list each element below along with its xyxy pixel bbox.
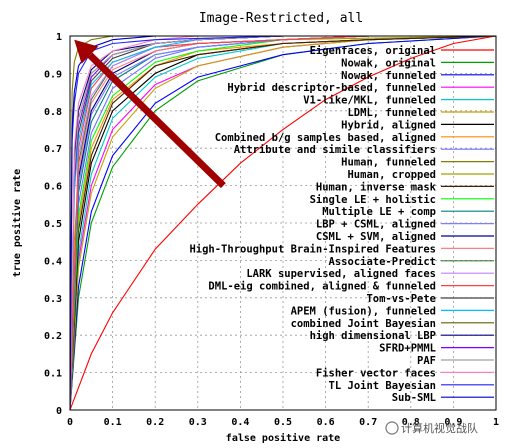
series-line bbox=[70, 36, 496, 410]
legend-label: TL Joint Bayesian bbox=[329, 380, 436, 392]
legend-label: Tom-vs-Pete bbox=[366, 293, 436, 305]
legend-label: Nowak, original bbox=[341, 57, 436, 69]
legend-label: Hybrid, aligned bbox=[341, 119, 436, 131]
legend-label: Combined b/g samples based, aligned bbox=[215, 132, 436, 144]
legend-label: LBP + CSML, aligned bbox=[316, 219, 436, 231]
y-tick-label: 0.8 bbox=[44, 107, 62, 118]
y-tick-label: 0.6 bbox=[44, 182, 62, 193]
y-tick-label: 0.3 bbox=[44, 294, 62, 305]
chart-title: Image-Restricted, all bbox=[199, 11, 363, 26]
series-line bbox=[70, 36, 496, 410]
y-tick-label: 0.2 bbox=[44, 331, 62, 342]
plot-frame bbox=[69, 35, 497, 411]
legend-label: Attribute and simile classifiers bbox=[234, 144, 436, 156]
x-tick-label: 0.6 bbox=[317, 417, 335, 428]
x-tick-label: 0.4 bbox=[231, 417, 249, 428]
legend-label: Associate-Predict bbox=[329, 256, 436, 268]
annotation-arrow-shaft bbox=[87, 52, 226, 189]
legend-label: LDML, funneled bbox=[347, 107, 436, 119]
y-tick-label: 0.1 bbox=[44, 369, 62, 380]
legend-label: Eigenfaces, original bbox=[310, 45, 436, 57]
legend-label: CSML + SVM, aligned bbox=[316, 231, 436, 243]
annotation-layer bbox=[74, 39, 226, 189]
legend-label: Hybrid descriptor-based, funneled bbox=[227, 82, 436, 94]
y-tick-label: 0.7 bbox=[44, 144, 62, 155]
legend-label: Human, inverse mask bbox=[316, 181, 437, 193]
annotation-arrow-head bbox=[74, 39, 99, 64]
x-tick-label: 0.9 bbox=[444, 417, 462, 428]
legend-label: DML-eig combined, aligned & funneled bbox=[208, 281, 436, 293]
legend-label: LARK supervised, aligned faces bbox=[246, 268, 436, 280]
x-tick-labels: 0 0.1 0.2 0.3 0.4 0.5 0.6 0.7 0.8 0.9 1 bbox=[67, 417, 499, 428]
legend-label: Nowak, funneled bbox=[341, 70, 436, 82]
legend-label: Multiple LE + comp bbox=[322, 206, 436, 218]
legend-label: Human, funneled bbox=[341, 157, 436, 169]
watermark: 计算机视觉战队 bbox=[385, 421, 478, 435]
y-tick-label: 0 bbox=[56, 406, 62, 417]
legend-label: combined Joint Bayesian bbox=[291, 318, 436, 330]
legend-label: Sub-SML bbox=[392, 392, 436, 404]
x-tick-label: 0.7 bbox=[359, 417, 377, 428]
series-line bbox=[70, 36, 496, 410]
x-tick-label: 0.8 bbox=[402, 417, 420, 428]
x-axis-label: false positive rate bbox=[226, 432, 340, 444]
y-tick-label: 0.5 bbox=[44, 219, 62, 230]
legend-label: High-Throughput Brain-Inspired Features bbox=[189, 243, 436, 255]
x-tick-label: 1 bbox=[493, 417, 499, 428]
legend-label: Single LE + holistic bbox=[310, 194, 436, 206]
y-axis-label: true positive rate bbox=[11, 169, 23, 277]
legend-label: Fisher vector faces bbox=[316, 367, 436, 379]
legend-label: V1-like/MKL, funneled bbox=[303, 95, 436, 107]
x-tick-label: 0 bbox=[67, 417, 73, 428]
y-tick-label: 0.4 bbox=[44, 256, 62, 267]
series-line bbox=[70, 36, 496, 410]
legend-label: PAF bbox=[417, 355, 436, 367]
legend-label: SFRD+PMML bbox=[379, 343, 436, 355]
wechat-logo-icon bbox=[385, 421, 399, 435]
y-tick-label: 1 bbox=[56, 32, 62, 43]
watermark-text: 计算机视觉战队 bbox=[401, 421, 478, 435]
x-tick-label: 0.3 bbox=[189, 417, 207, 428]
series-line bbox=[70, 36, 496, 410]
x-tick-label: 0.2 bbox=[146, 417, 164, 428]
y-tick-labels: 0 0.1 0.2 0.3 0.4 0.5 0.6 0.7 0.8 0.9 1 bbox=[44, 32, 62, 417]
legend-label: Human, cropped bbox=[347, 169, 436, 181]
x-tick-label: 0.5 bbox=[274, 417, 292, 428]
legend-label: APEM (fusion), funneled bbox=[291, 305, 436, 317]
y-tick-label: 0.9 bbox=[44, 69, 62, 80]
legend-label: high dimensional LBP bbox=[310, 330, 436, 342]
x-tick-label: 0.1 bbox=[104, 417, 122, 428]
